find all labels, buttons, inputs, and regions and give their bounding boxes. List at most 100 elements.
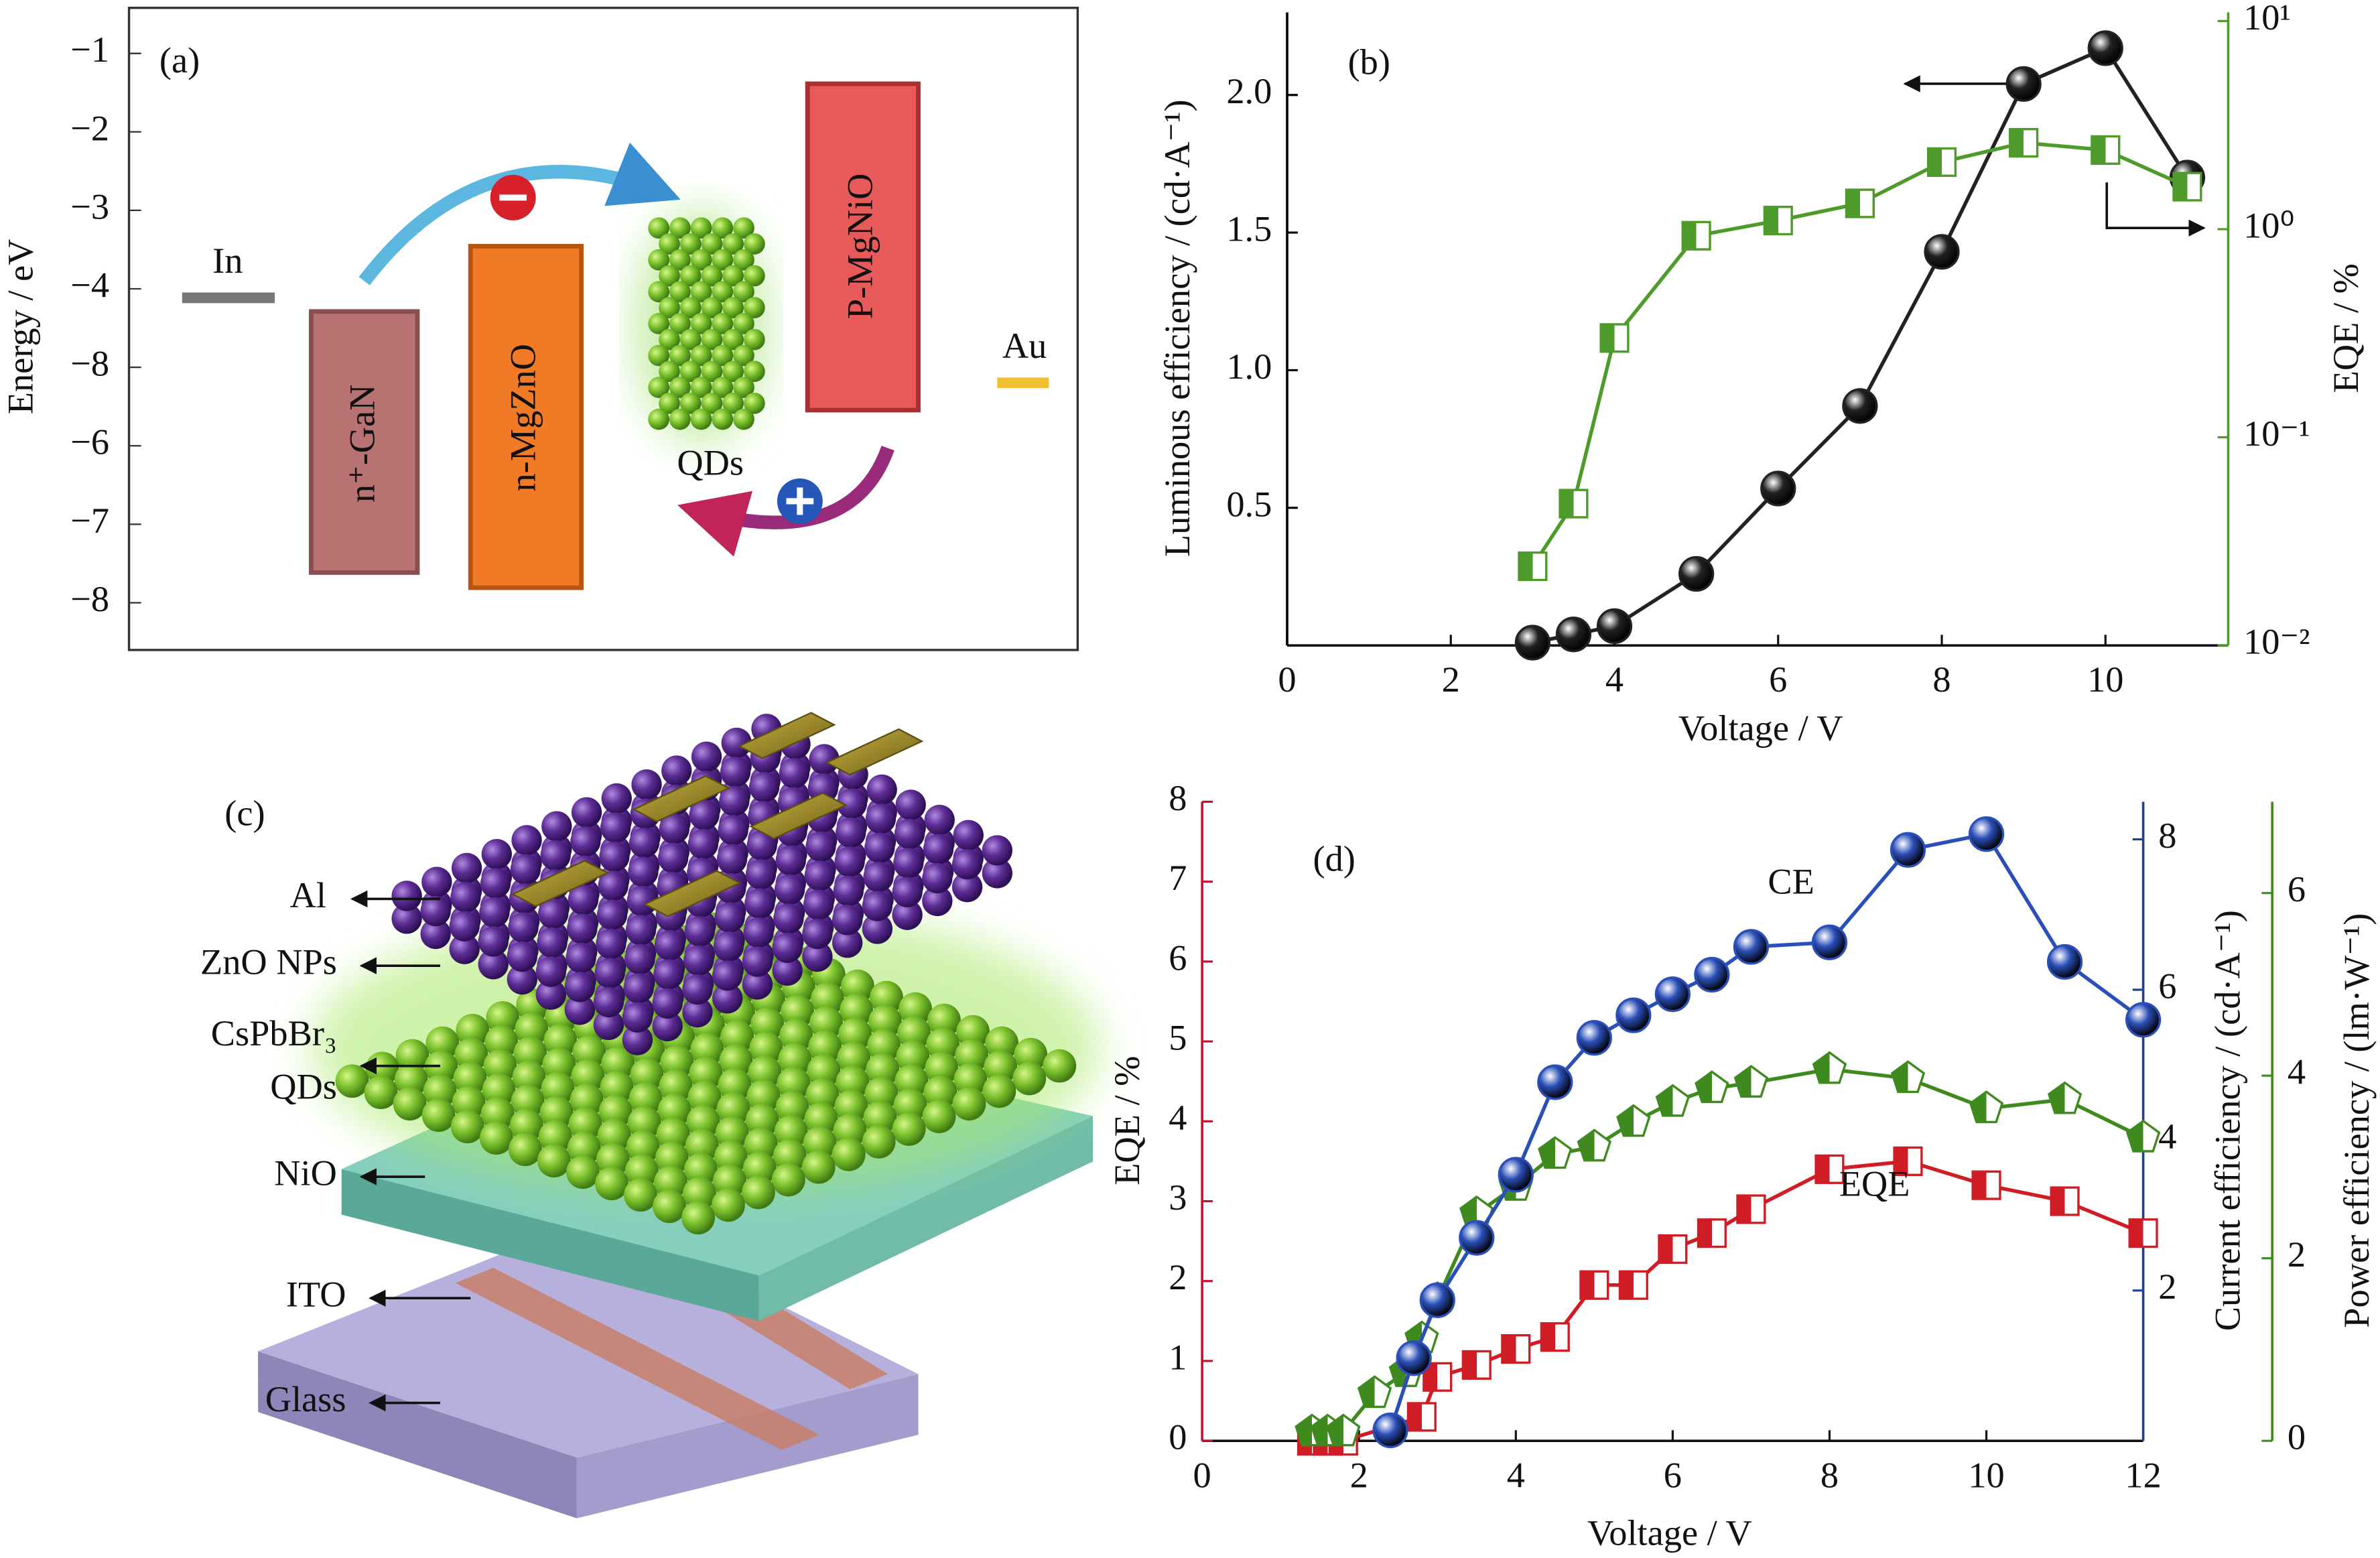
- qd-sphere: [659, 392, 680, 414]
- sphere: [952, 1087, 986, 1121]
- marker: [1372, 1412, 1408, 1449]
- ito-stripe: [455, 1267, 820, 1450]
- sphere: [596, 899, 628, 930]
- marker: [1357, 1375, 1392, 1409]
- sphere: [571, 1059, 605, 1093]
- al-electrode: [632, 775, 731, 823]
- sphere: [716, 1092, 750, 1126]
- sphere: [420, 895, 451, 927]
- x-tick-label: 10: [1968, 1455, 2004, 1495]
- y-tick-label: 5: [1169, 1018, 1187, 1058]
- sphere: [659, 814, 690, 844]
- marker: [1733, 929, 1770, 965]
- qd-sphere: [669, 313, 691, 334]
- layer-label: In: [212, 241, 243, 281]
- sphere: [630, 1057, 664, 1092]
- sphere: [335, 1064, 369, 1098]
- qd-sphere: [701, 392, 723, 414]
- sphere: [805, 1078, 840, 1112]
- y-tick-label: 0: [1169, 1417, 1187, 1457]
- marker: [1654, 976, 1691, 1013]
- qd-sphere: [744, 233, 765, 255]
- y3-tick-label: 4: [2288, 1052, 2306, 1092]
- sphere: [892, 1112, 926, 1146]
- sphere: [623, 973, 654, 1004]
- sphere: [625, 915, 657, 946]
- y2-axis-title: Current efficiency / (cd·A⁻¹): [2207, 910, 2247, 1331]
- x-tick-label: 4: [1605, 659, 1624, 700]
- sphere: [486, 1000, 520, 1035]
- sphere: [721, 727, 752, 759]
- sphere: [652, 988, 683, 1019]
- sphere: [802, 941, 833, 972]
- sphere: [689, 799, 720, 830]
- panel-frame: [127, 7, 1079, 651]
- marker: [2087, 30, 2123, 66]
- marker: [1736, 1194, 1766, 1224]
- nio-side: [341, 1169, 759, 1321]
- layer-label: n-MgZnO: [503, 344, 543, 491]
- qd-sphere: [659, 233, 680, 255]
- sphere: [897, 1016, 931, 1050]
- sphere: [393, 1087, 427, 1121]
- qd-sphere: [712, 377, 734, 398]
- sphere: [566, 942, 596, 974]
- y-tick-label: 0.5: [1226, 484, 1272, 524]
- sphere: [537, 1144, 571, 1178]
- y-tick-label: −8: [70, 579, 109, 619]
- sphere: [507, 941, 537, 972]
- sphere: [741, 1175, 775, 1210]
- qd-sphere: [648, 313, 669, 334]
- sphere: [744, 1127, 778, 1161]
- x-tick-label: 8: [1932, 659, 1951, 700]
- x-axis-title: Voltage / V: [1587, 1512, 1752, 1553]
- marker: [1459, 1220, 1495, 1256]
- sphere: [421, 1098, 456, 1132]
- sphere: [479, 1121, 513, 1155]
- sphere: [538, 1120, 572, 1154]
- sphere: [748, 771, 780, 803]
- qd-sphere: [744, 265, 765, 287]
- y3-axis-title: Power efficiency / (lm·W⁻¹): [2336, 913, 2377, 1328]
- sphere: [772, 955, 803, 986]
- marker: [1811, 924, 1848, 960]
- sphere: [866, 1053, 900, 1087]
- qd-sphere: [701, 361, 723, 383]
- marker: [1576, 1020, 1612, 1056]
- qd-sphere: [690, 313, 712, 334]
- sphere: [537, 927, 568, 958]
- marker: [2091, 135, 2121, 165]
- sphere: [745, 859, 777, 890]
- y2-tick-label: 10⁻¹: [2243, 413, 2310, 454]
- x-tick-label: 8: [1821, 1455, 1839, 1495]
- qd-sphere: [669, 217, 691, 239]
- y-tick-label: 3: [1169, 1177, 1187, 1218]
- marker: [1537, 1064, 1573, 1100]
- sphere: [480, 1097, 515, 1131]
- sphere: [595, 1167, 629, 1201]
- sphere: [594, 958, 625, 988]
- qd-sphere: [712, 408, 734, 430]
- sphere: [778, 1043, 812, 1077]
- sphere: [712, 983, 743, 1014]
- sphere: [743, 917, 774, 948]
- layer-label: ZnO NPs: [200, 942, 337, 982]
- sphere: [541, 811, 572, 842]
- marker: [1971, 1170, 2001, 1200]
- sphere: [657, 1093, 691, 1127]
- sphere: [868, 1004, 902, 1039]
- qd-sphere: [733, 313, 754, 334]
- sphere: [892, 877, 923, 907]
- sphere: [720, 757, 751, 787]
- qd-sphere: [722, 392, 744, 414]
- sphere: [832, 1137, 866, 1171]
- sphere: [712, 960, 743, 991]
- x-tick-label: 2: [1442, 659, 1460, 700]
- sphere: [742, 1151, 777, 1185]
- x-axis-title: Voltage / V: [1678, 708, 1843, 749]
- sphere: [951, 872, 983, 903]
- marker: [1658, 1234, 1688, 1264]
- sphere: [484, 1025, 519, 1059]
- sphere: [746, 1080, 781, 1113]
- sphere: [772, 932, 803, 963]
